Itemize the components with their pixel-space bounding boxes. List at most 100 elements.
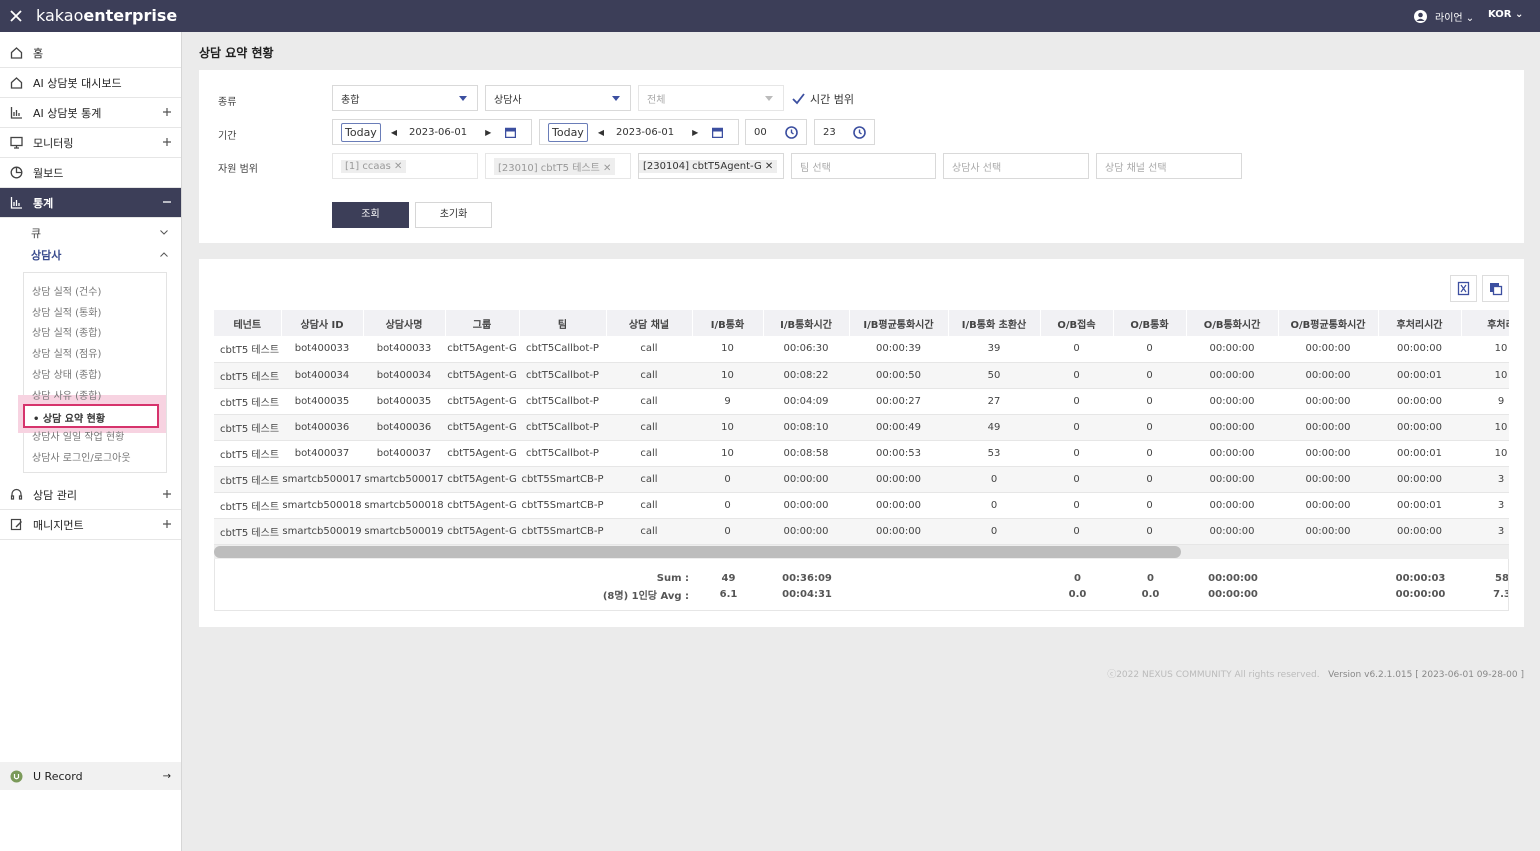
data-row[interactable]: cbtT5 테스트 smartcb500019 smartcb500019 cbtT5… — [214, 518, 1509, 545]
group-scope[interactable]: [23010] cbtT5 테스트 ✕ — [485, 153, 631, 179]
column-header[interactable]: 상담사 ID — [281, 310, 364, 336]
data-row[interactable]: cbtT5 테스트 bot400037 bot400037 cbtT5Agent-G c… — [214, 440, 1509, 467]
chevron[interactable] — [160, 230, 168, 235]
team-select[interactable]: 팀 선택 — [791, 153, 936, 179]
report-item[interactable]: 상담 실적 (건수) — [32, 287, 102, 298]
menu-item[interactable]: 통계 — [0, 188, 181, 218]
excel-download[interactable] — [1450, 275, 1477, 302]
today-button[interactable]: Today — [341, 122, 381, 142]
cell: cbtT5Agent-G — [445, 518, 519, 545]
data-row[interactable]: cbtT5 테스트 bot400034 bot400034 cbtT5Agent-G c… — [214, 362, 1509, 389]
column-header[interactable]: 테넌트 — [214, 310, 282, 336]
channel-select[interactable]: 상담 채널 선택 — [1096, 153, 1242, 179]
data-row[interactable]: cbtT5 테스트 smartcb500018 smartcb500018 cbtT5… — [214, 492, 1509, 519]
column-header[interactable]: 팀 — [519, 310, 607, 336]
report-item[interactable]: 상담 상태 (종합) — [32, 369, 102, 381]
cell: 00:00:00 — [849, 518, 948, 545]
export-button[interactable] — [1482, 275, 1509, 302]
calendar-icon[interactable] — [505, 127, 517, 138]
expand-icon[interactable] — [163, 490, 171, 498]
start-date[interactable]: Today ◀ 2023-06-01 ▶ — [332, 119, 532, 145]
language-menu[interactable]: KOR ⌄ — [1488, 9, 1524, 20]
next-day[interactable]: ▶ — [485, 127, 492, 137]
active-report[interactable]: • 상담 요약 현황 — [23, 404, 159, 429]
target-select[interactable]: 상담사 — [485, 85, 631, 111]
column-header[interactable]: 그룹 — [445, 310, 520, 336]
cell: 00:00:00 — [1278, 440, 1378, 467]
expand-icon[interactable] — [163, 520, 171, 528]
arrow-icon: → — [162, 770, 171, 782]
report-item[interactable]: 상담 실적 (종합) — [32, 328, 102, 340]
column-header[interactable]: 후처리시간 — [1378, 310, 1462, 336]
type-select[interactable]: 총합 — [332, 85, 478, 111]
scrollbar[interactable] — [214, 545, 1509, 559]
calendar-icon[interactable] — [712, 127, 724, 138]
menu-item[interactable]: 매니지먼트 — [0, 510, 181, 540]
end-hour[interactable]: 23 — [814, 119, 875, 145]
logo[interactable]: kakaoenterprise — [36, 6, 177, 25]
close-icon[interactable] — [10, 10, 22, 22]
reset-button[interactable]: 초기화 — [415, 202, 492, 228]
next-day[interactable]: ▶ — [692, 127, 699, 137]
data-row[interactable]: cbtT5 테스트 bot400033 bot400033 cbtT5Agent-G c… — [214, 336, 1509, 363]
menu-item[interactable]: AI 상담봇 대시보드 — [0, 68, 181, 98]
search-button[interactable]: 조회 — [332, 202, 409, 228]
cell: call — [606, 518, 692, 545]
scroll-thumb[interactable] — [214, 546, 1181, 558]
caret — [765, 96, 773, 101]
report-item[interactable]: 상담 사유 (종합) — [32, 390, 102, 402]
column-header[interactable]: 후처리 — [1461, 310, 1509, 336]
start-hour[interactable]: 00 — [745, 119, 807, 145]
column-header[interactable]: I/B통화시간 — [763, 310, 850, 336]
tenant-scope[interactable]: [1] ccaas ✕ — [332, 153, 478, 179]
column-header[interactable]: I/B통화 초환산 — [948, 310, 1041, 336]
summary-row: (8명) 1인당 Avg : 6.1 00:04:31 0.0 0.0 00:00:00 0… — [215, 586, 1508, 603]
submenu-item[interactable]: 상담사 — [31, 247, 168, 263]
column-header[interactable]: 상담 채널 — [606, 310, 693, 336]
menu-item[interactable]: 상담 관리 — [0, 480, 181, 510]
menu-item[interactable]: 월보드 — [0, 158, 181, 188]
cell: 00:00:00 — [1378, 336, 1461, 363]
user-menu[interactable]: 라이언 ⌄ — [1435, 13, 1475, 24]
cell: cbtT5SmartCB-P — [519, 466, 606, 493]
cell: 00:00:00 — [1186, 492, 1278, 519]
chevron[interactable] — [160, 252, 168, 257]
expand-icon[interactable] — [163, 138, 171, 146]
report-item[interactable]: 상담사 로그인/로그아웃 — [32, 452, 131, 464]
report-item[interactable]: 상담 실적 (점유) — [32, 349, 102, 361]
menu-item[interactable]: AI 상담봇 통계 — [0, 98, 181, 128]
caret — [459, 96, 467, 101]
menu-label: 상담 관리 — [33, 488, 77, 502]
report-item[interactable]: 상담사 일일 작업 현황 — [32, 431, 125, 443]
menu-item[interactable]: 모니터링 — [0, 128, 181, 158]
data-row[interactable]: cbtT5 테스트 smartcb500017 smartcb500017 cbtT5… — [214, 466, 1509, 493]
agent-group-scope[interactable]: [230104] cbtT5Agent-G ✕ — [638, 153, 784, 179]
menu-item[interactable]: 홈 — [0, 38, 181, 68]
time-range-checkbox[interactable]: 시간 범위 — [792, 91, 854, 107]
column-header[interactable]: I/B평균통화시간 — [849, 310, 949, 336]
data-row[interactable]: cbtT5 테스트 bot400036 bot400036 cbtT5Agent-G c… — [214, 414, 1509, 441]
column-header[interactable]: O/B통화시간 — [1186, 310, 1279, 336]
submenu-item[interactable]: 큐 — [31, 225, 168, 241]
summary-value: 00:00:00 — [1395, 589, 1446, 600]
detail-select[interactable]: 전체 — [638, 85, 784, 111]
data-row[interactable]: cbtT5 테스트 bot400035 bot400035 cbtT5Agent-G c… — [214, 388, 1509, 415]
u-record-link[interactable]: U Record → — [0, 762, 181, 790]
agent-select[interactable]: 상담사 선택 — [943, 153, 1089, 179]
prev-day[interactable]: ◀ — [390, 127, 397, 137]
report-item[interactable]: 상담 실적 (통화) — [32, 307, 102, 319]
summary-area: Sum : 49 00:36:09 0 0 00:00:00 00:00:03 58 (8명) … — [214, 559, 1509, 611]
column-header[interactable]: O/B평균통화시간 — [1278, 310, 1379, 336]
column-header[interactable]: O/B접속 — [1040, 310, 1114, 336]
end-date[interactable]: Today ◀ 2023-06-01 ▶ — [539, 119, 739, 145]
expand-icon[interactable] — [163, 108, 171, 116]
version: Version v6.2.1.015 [ 2023-06-01 09-28-00… — [1328, 670, 1524, 680]
column-header[interactable]: O/B통화 — [1113, 310, 1187, 336]
today-button[interactable]: Today — [548, 122, 588, 142]
cell: 0 — [1113, 362, 1186, 389]
collapse-icon[interactable] — [163, 198, 171, 206]
prev-day[interactable]: ◀ — [597, 127, 604, 137]
column-header[interactable]: 상담사명 — [363, 310, 446, 336]
column-header[interactable]: I/B통화 — [692, 310, 764, 336]
